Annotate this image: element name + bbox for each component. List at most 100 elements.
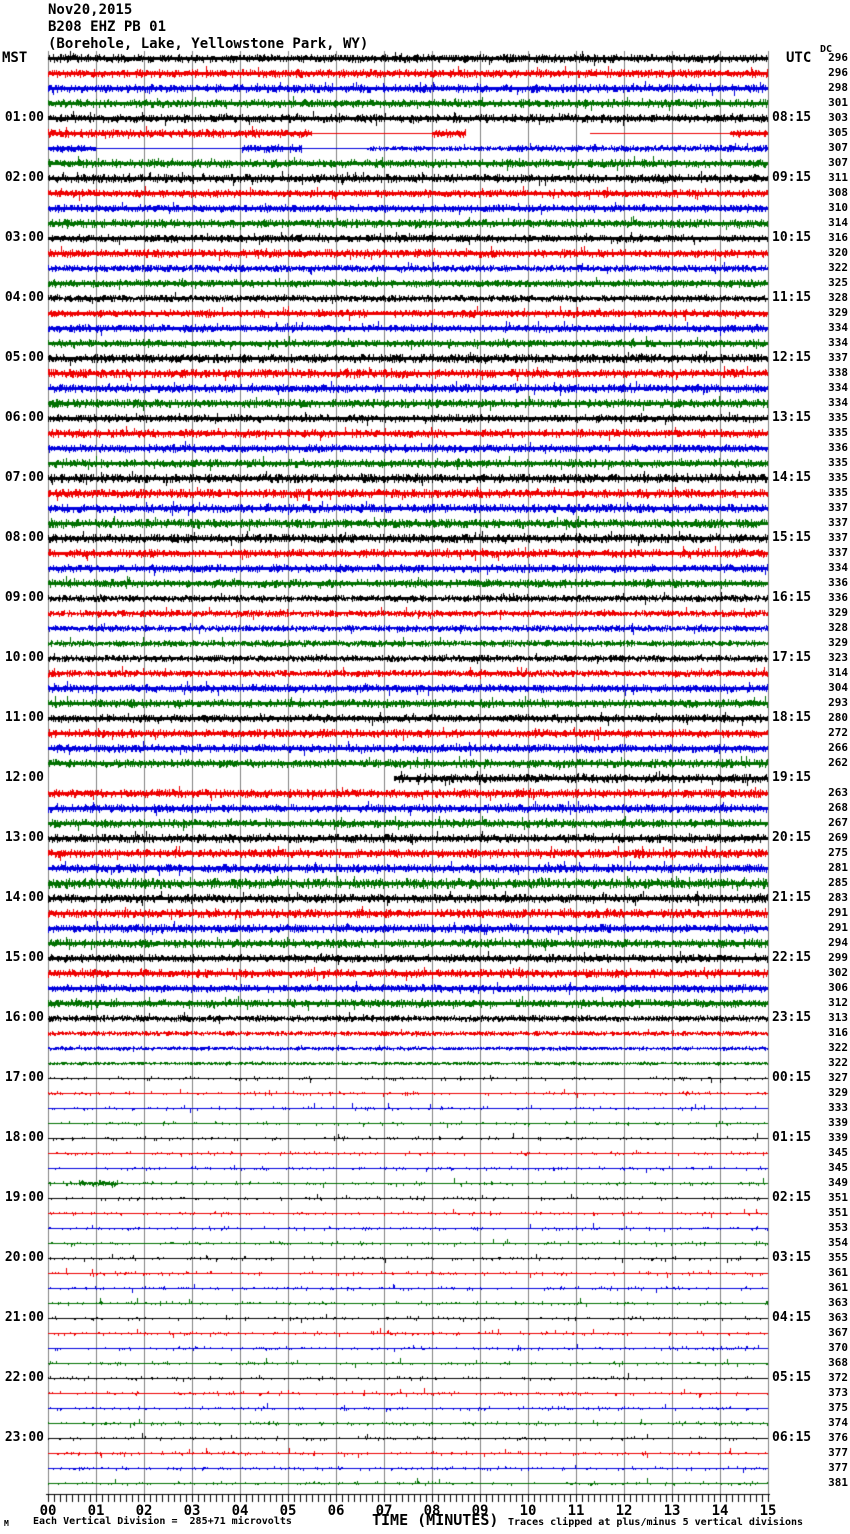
dc-offset-value: 345: [828, 1146, 848, 1159]
dc-offset-value: 351: [828, 1206, 848, 1219]
mst-hour-label: 21:00: [4, 1310, 44, 1325]
mst-hour-label: 17:00: [4, 1070, 44, 1085]
dc-offset-value: 314: [828, 666, 848, 679]
dc-offset-value: 336: [828, 591, 848, 604]
dc-offset-value: 298: [828, 81, 848, 94]
left-axis-header: MST: [2, 50, 28, 66]
dc-offset-value: 334: [828, 336, 848, 349]
x-tick-label: 00: [39, 1503, 57, 1519]
x-tick-label: 05: [279, 1503, 297, 1519]
dc-offset-value: 296: [828, 66, 848, 79]
dc-offset-value: 377: [828, 1446, 848, 1459]
dc-offset-value: 314: [828, 216, 848, 229]
dc-offset-value: 294: [828, 936, 848, 949]
utc-hour-label: 11:15: [772, 290, 812, 305]
dc-offset-value: 281: [828, 861, 848, 874]
utc-hour-label: 09:15: [772, 170, 812, 185]
x-tick-label: 03: [183, 1503, 201, 1519]
dc-offset-value: 303: [828, 111, 848, 124]
utc-hour-label: 08:15: [772, 110, 812, 125]
dc-offset-value: 335: [828, 471, 848, 484]
dc-offset-value: 304: [828, 681, 848, 694]
dc-offset-value: 353: [828, 1221, 848, 1234]
dc-offset-value: 293: [828, 696, 848, 709]
dc-offset-value: 322: [828, 261, 848, 274]
dc-offset-value: 322: [828, 1041, 848, 1054]
dc-offset-value: 329: [828, 306, 848, 319]
utc-hour-label: 02:15: [772, 1190, 812, 1205]
dc-offset-value: 316: [828, 1026, 848, 1039]
utc-hour-label: 23:15: [772, 1010, 812, 1025]
utc-hour-label: 01:15: [772, 1130, 812, 1145]
dc-offset-value: 308: [828, 186, 848, 199]
mst-hour-label: 14:00: [4, 890, 44, 905]
mst-hour-label: 03:00: [4, 230, 44, 245]
dc-offset-value: 376: [828, 1431, 848, 1444]
dc-offset-value: 275: [828, 846, 848, 859]
dc-offset-value: 327: [828, 1071, 848, 1084]
dc-offset-value: 296: [828, 51, 848, 64]
dc-offset-value: 325: [828, 276, 848, 289]
dc-offset-value: 375: [828, 1401, 848, 1414]
dc-offset-value: 311: [828, 171, 848, 184]
utc-hour-label: 12:15: [772, 350, 812, 365]
dc-offset-value: 338: [828, 366, 848, 379]
dc-offset-value: 336: [828, 576, 848, 589]
mst-hour-label: 13:00: [4, 830, 44, 845]
dc-offset-value: 337: [828, 531, 848, 544]
mst-hour-label: 09:00: [4, 590, 44, 605]
corner-mark: M: [4, 1519, 9, 1528]
dc-offset-value: 301: [828, 96, 848, 109]
utc-hour-label: 14:15: [772, 470, 812, 485]
mst-hour-label: 01:00: [4, 110, 44, 125]
dc-offset-value: 354: [828, 1236, 848, 1249]
dc-offset-value: 334: [828, 561, 848, 574]
x-tick-label: 14: [711, 1503, 729, 1519]
dc-offset-value: 263: [828, 786, 848, 799]
dc-offset-value: 299: [828, 951, 848, 964]
dc-offset-value: 291: [828, 921, 848, 934]
utc-hour-label: 18:15: [772, 710, 812, 725]
dc-offset-value: 349: [828, 1176, 848, 1189]
dc-offset-value: 268: [828, 801, 848, 814]
dc-offset-value: 334: [828, 381, 848, 394]
dc-offset-value: 283: [828, 891, 848, 904]
dc-offset-value: 329: [828, 1086, 848, 1099]
dc-offset-value: 377: [828, 1461, 848, 1474]
utc-hour-label: 13:15: [772, 410, 812, 425]
dc-offset-value: 302: [828, 966, 848, 979]
dc-offset-value: 334: [828, 396, 848, 409]
utc-hour-label: 19:15: [772, 770, 812, 785]
dc-column-header: DC: [820, 44, 833, 55]
dc-offset-value: 336: [828, 441, 848, 454]
dc-offset-value: 361: [828, 1266, 848, 1279]
utc-hour-label: 04:15: [772, 1310, 812, 1325]
dc-offset-value: 316: [828, 231, 848, 244]
dc-offset-value: 312: [828, 996, 848, 1009]
mst-hour-label: 02:00: [4, 170, 44, 185]
utc-hour-label: 21:15: [772, 890, 812, 905]
dc-offset-value: 333: [828, 1101, 848, 1114]
x-tick-label: 04: [231, 1503, 249, 1519]
dc-offset-value: 272: [828, 726, 848, 739]
x-tick-label: 09: [471, 1503, 489, 1519]
dc-offset-value: 381: [828, 1476, 848, 1489]
x-axis-title: TIME (MINUTES): [372, 1511, 499, 1529]
utc-hour-label: 10:15: [772, 230, 812, 245]
dc-offset-value: 329: [828, 606, 848, 619]
dc-offset-value: 368: [828, 1356, 848, 1369]
utc-hour-label: 05:15: [772, 1370, 812, 1385]
dc-offset-value: 285: [828, 876, 848, 889]
dc-offset-value: 267: [828, 816, 848, 829]
scale-note: Each Vertical Division = 285+71 microvol…: [33, 1516, 292, 1527]
utc-hour-label: 16:15: [772, 590, 812, 605]
dc-offset-value: 335: [828, 456, 848, 469]
mst-hour-label: 04:00: [4, 290, 44, 305]
dc-offset-value: 367: [828, 1326, 848, 1339]
dc-offset-value: 351: [828, 1191, 848, 1204]
dc-offset-value: 291: [828, 906, 848, 919]
dc-offset-value: 280: [828, 711, 848, 724]
x-tick-label: 07: [375, 1503, 393, 1519]
